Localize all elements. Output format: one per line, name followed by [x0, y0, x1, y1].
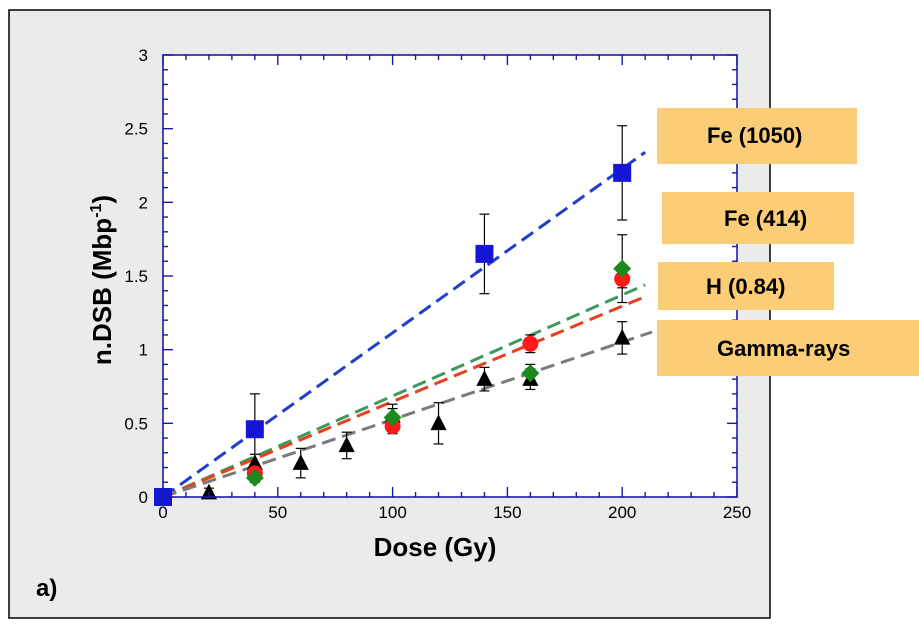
- tick-labels: 0 50 100 150 200 250 0 0.5 1 1.5 2 2.5 3: [124, 46, 751, 522]
- x-tick-label: 100: [378, 503, 406, 522]
- marker-gamma-rays: [614, 328, 631, 345]
- marker-fe-414: [521, 364, 540, 383]
- x-tick-label: 250: [723, 503, 751, 522]
- marker-h-0-84: [614, 270, 631, 287]
- marker-fe-1050: [245, 420, 264, 439]
- legend-item-fe-414: Fe (414): [662, 192, 854, 244]
- marker-fe-414: [383, 408, 402, 427]
- legend-item-fe-1050: Fe (1050): [657, 108, 857, 164]
- y-tick-label: 0.5: [124, 414, 148, 433]
- marker-gamma-rays: [476, 370, 493, 386]
- y-tick-label: 1: [139, 341, 148, 360]
- y-tick-label: 2.5: [124, 120, 148, 139]
- y-axis-label-superscript: -1: [88, 203, 105, 217]
- y-tick-label: 0: [139, 488, 148, 507]
- y-tick-label: 1.5: [124, 267, 148, 286]
- x-tick-label: 0: [158, 503, 167, 522]
- legend-item-h-084: H (0.84): [658, 262, 834, 310]
- marker-fe-414: [245, 468, 264, 487]
- fit-line-fe-414: [162, 283, 646, 499]
- y-axis-label-close: ): [87, 195, 117, 204]
- marker-gamma-rays: [430, 414, 447, 431]
- marker-gamma-rays: [246, 454, 263, 470]
- fit-line-h-0-84: [162, 295, 646, 499]
- y-axis-label: n.DSB (Mbp-1): [87, 195, 117, 365]
- x-tick-label: 150: [493, 503, 521, 522]
- y-axis-label-main: n.DSB (Mbp: [87, 218, 117, 365]
- panel-label: a): [36, 575, 58, 602]
- legend-label-gamma-rays: Gamma-rays: [717, 336, 851, 361]
- marker-gamma-rays: [338, 436, 355, 453]
- fit-line-fe-1050: [162, 151, 647, 499]
- legend-label-h-084: H (0.84): [706, 274, 786, 299]
- marker-fe-414: [613, 259, 632, 278]
- marker-h-0-84: [522, 335, 539, 352]
- x-tick-label: 200: [608, 503, 636, 522]
- x-axis-label: Dose (Gy): [374, 532, 497, 562]
- data-markers: [154, 163, 632, 506]
- marker-fe-1050: [475, 244, 494, 263]
- legend-item-gamma-rays: Gamma-rays: [657, 320, 919, 376]
- marker-gamma-rays: [292, 454, 309, 470]
- marker-gamma-rays: [200, 483, 218, 500]
- y-tick-label: 2: [139, 193, 148, 212]
- fit-line-gamma-rays: [162, 330, 653, 499]
- legend-label-fe-1050: Fe (1050): [707, 123, 803, 148]
- axes: [162, 54, 738, 498]
- marker-fe-1050: [613, 163, 632, 182]
- y-tick-label: 3: [139, 46, 148, 65]
- legend-label-fe-414: Fe (414): [724, 206, 808, 231]
- x-tick-label: 50: [268, 503, 287, 522]
- fit-lines: [162, 151, 653, 499]
